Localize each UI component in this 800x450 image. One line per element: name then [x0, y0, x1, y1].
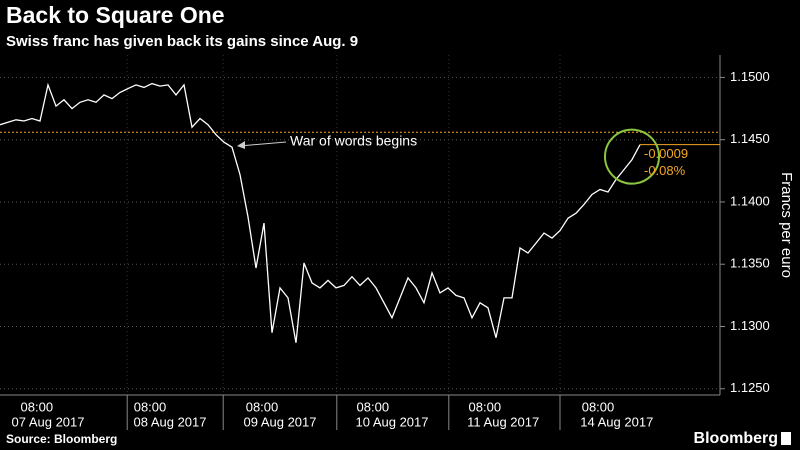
- x-tick-label: 08:00: [246, 399, 279, 414]
- line: [0, 82, 641, 343]
- logo-mark: [781, 432, 791, 445]
- annotation-arrowhead: [237, 141, 245, 149]
- y-tick-label: 1.1500: [730, 69, 770, 84]
- x-date-label: 10 Aug 2017: [355, 414, 428, 429]
- y-tick-label: 1.1450: [730, 131, 770, 146]
- logo: Bloomberg: [694, 430, 778, 447]
- y-tick-label: 1.1250: [730, 380, 770, 395]
- source: Source: Bloomberg: [6, 432, 117, 446]
- annotation-arrow: [238, 141, 287, 147]
- x-date-label: 14 Aug 2017: [580, 414, 653, 429]
- y-tick-label: 1.1350: [730, 256, 770, 271]
- x-tick-label: 08:00: [469, 399, 502, 414]
- x-date-label: 08 Aug 2017: [133, 414, 206, 429]
- y-tick-label: 1.1300: [730, 318, 770, 333]
- x-tick-label: 08:00: [357, 399, 390, 414]
- change-label: -0.0009: [644, 146, 688, 161]
- chart-title: Back to Square One: [6, 2, 225, 28]
- x-tick-label: 08:00: [582, 399, 615, 414]
- chart-subtitle: Swiss franc has given back its gains sin…: [6, 33, 358, 50]
- annotation: War of words begins: [290, 133, 417, 149]
- y-axis-label: Francs per euro: [778, 172, 795, 278]
- x-date-label: 11 Aug 2017: [467, 414, 539, 429]
- x-tick-label: 08:00: [21, 399, 54, 414]
- x-date-label: 09 Aug 2017: [243, 414, 316, 429]
- highlight-circle: [604, 128, 660, 185]
- change-pct-label: -0.08%: [644, 163, 686, 178]
- y-tick-label: 1.1400: [730, 193, 770, 208]
- x-tick-label: 08:00: [134, 399, 167, 414]
- x-date-label: 07 Aug 2017: [11, 414, 84, 429]
